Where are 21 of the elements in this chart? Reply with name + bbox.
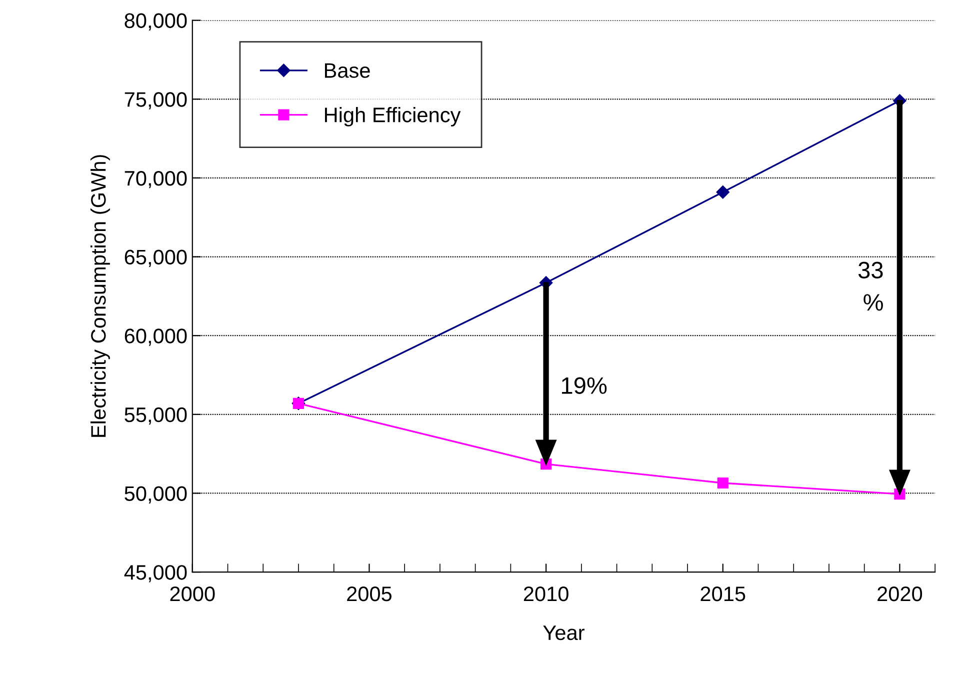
y-tick-label: 50,000 <box>124 486 187 504</box>
legend-label: Base <box>324 63 370 78</box>
x-tick-label: 2010 <box>524 586 568 602</box>
y-axis-title: Electricity Consumption (GWh) <box>90 155 110 437</box>
y-tick-label: 45,000 <box>124 565 187 582</box>
legend-label: High Efficiency <box>324 107 461 126</box>
x-tick-label: 2005 <box>347 586 392 602</box>
x-tick-label: 2000 <box>170 586 215 602</box>
y-tick-label: 70,000 <box>124 170 187 188</box>
annotation: 33 % <box>858 262 883 311</box>
annotation: 19% <box>562 377 607 394</box>
y-tick-label: 75,000 <box>124 92 187 110</box>
point <box>717 477 728 489</box>
x-tick-label: 2015 <box>700 586 746 602</box>
point <box>716 186 730 199</box>
y-tick-label: 60,000 <box>124 328 187 346</box>
x-tick-label: 2020 <box>878 586 922 602</box>
y-tick-label: 80,000 <box>124 13 187 31</box>
y-tick-label: 55,000 <box>124 407 187 425</box>
x-axis-title: Year <box>543 626 584 640</box>
y-tick-label: 65,000 <box>124 250 187 267</box>
